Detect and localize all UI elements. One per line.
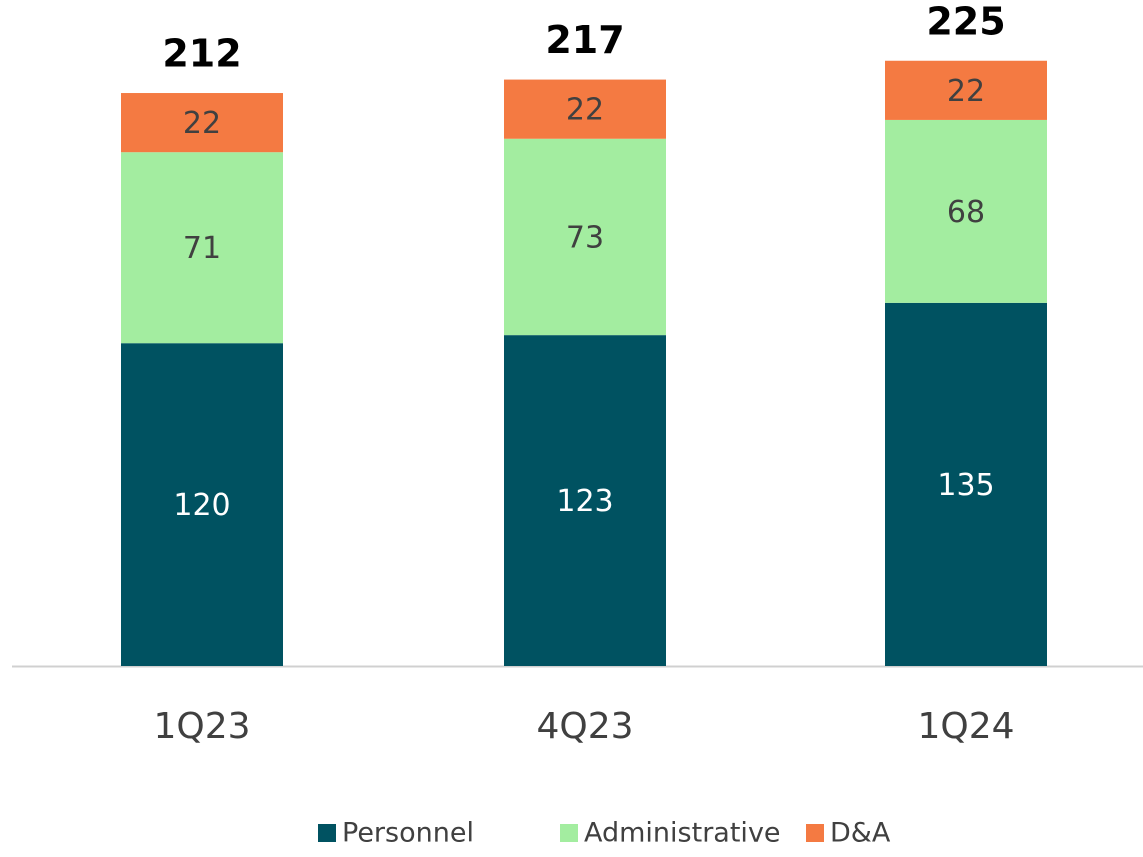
total-label: 217 — [545, 18, 624, 62]
bar-segment — [121, 343, 283, 666]
data-label: 22 — [566, 93, 604, 128]
bar-segment — [121, 93, 283, 153]
bar-segment — [121, 152, 283, 344]
total-label: 225 — [926, 0, 1005, 43]
bar-segment — [885, 302, 1047, 666]
bar-segment — [885, 60, 1047, 120]
data-label: 135 — [937, 468, 994, 503]
bar-segment — [504, 335, 666, 666]
data-label: 22 — [947, 74, 985, 109]
legend-label: Administrative — [584, 818, 781, 849]
data-label: 68 — [947, 195, 985, 230]
data-label: 71 — [183, 231, 221, 266]
legend-swatch — [318, 824, 336, 842]
legend-swatch — [560, 824, 578, 842]
bar-segment — [885, 119, 1047, 303]
bar-segment — [504, 79, 666, 139]
data-label: 22 — [183, 106, 221, 141]
legend-swatch — [806, 824, 824, 842]
data-label: 120 — [173, 488, 230, 523]
data-label: 73 — [566, 220, 604, 255]
x-tick-label: 4Q23 — [536, 706, 633, 747]
total-label: 212 — [162, 32, 241, 76]
bar-segment — [504, 138, 666, 336]
x-tick-label: 1Q24 — [917, 706, 1014, 747]
legend-label: Personnel — [342, 818, 474, 849]
x-tick-label: 1Q23 — [153, 706, 250, 747]
legend-label: D&A — [830, 818, 891, 849]
data-label: 123 — [556, 484, 613, 519]
